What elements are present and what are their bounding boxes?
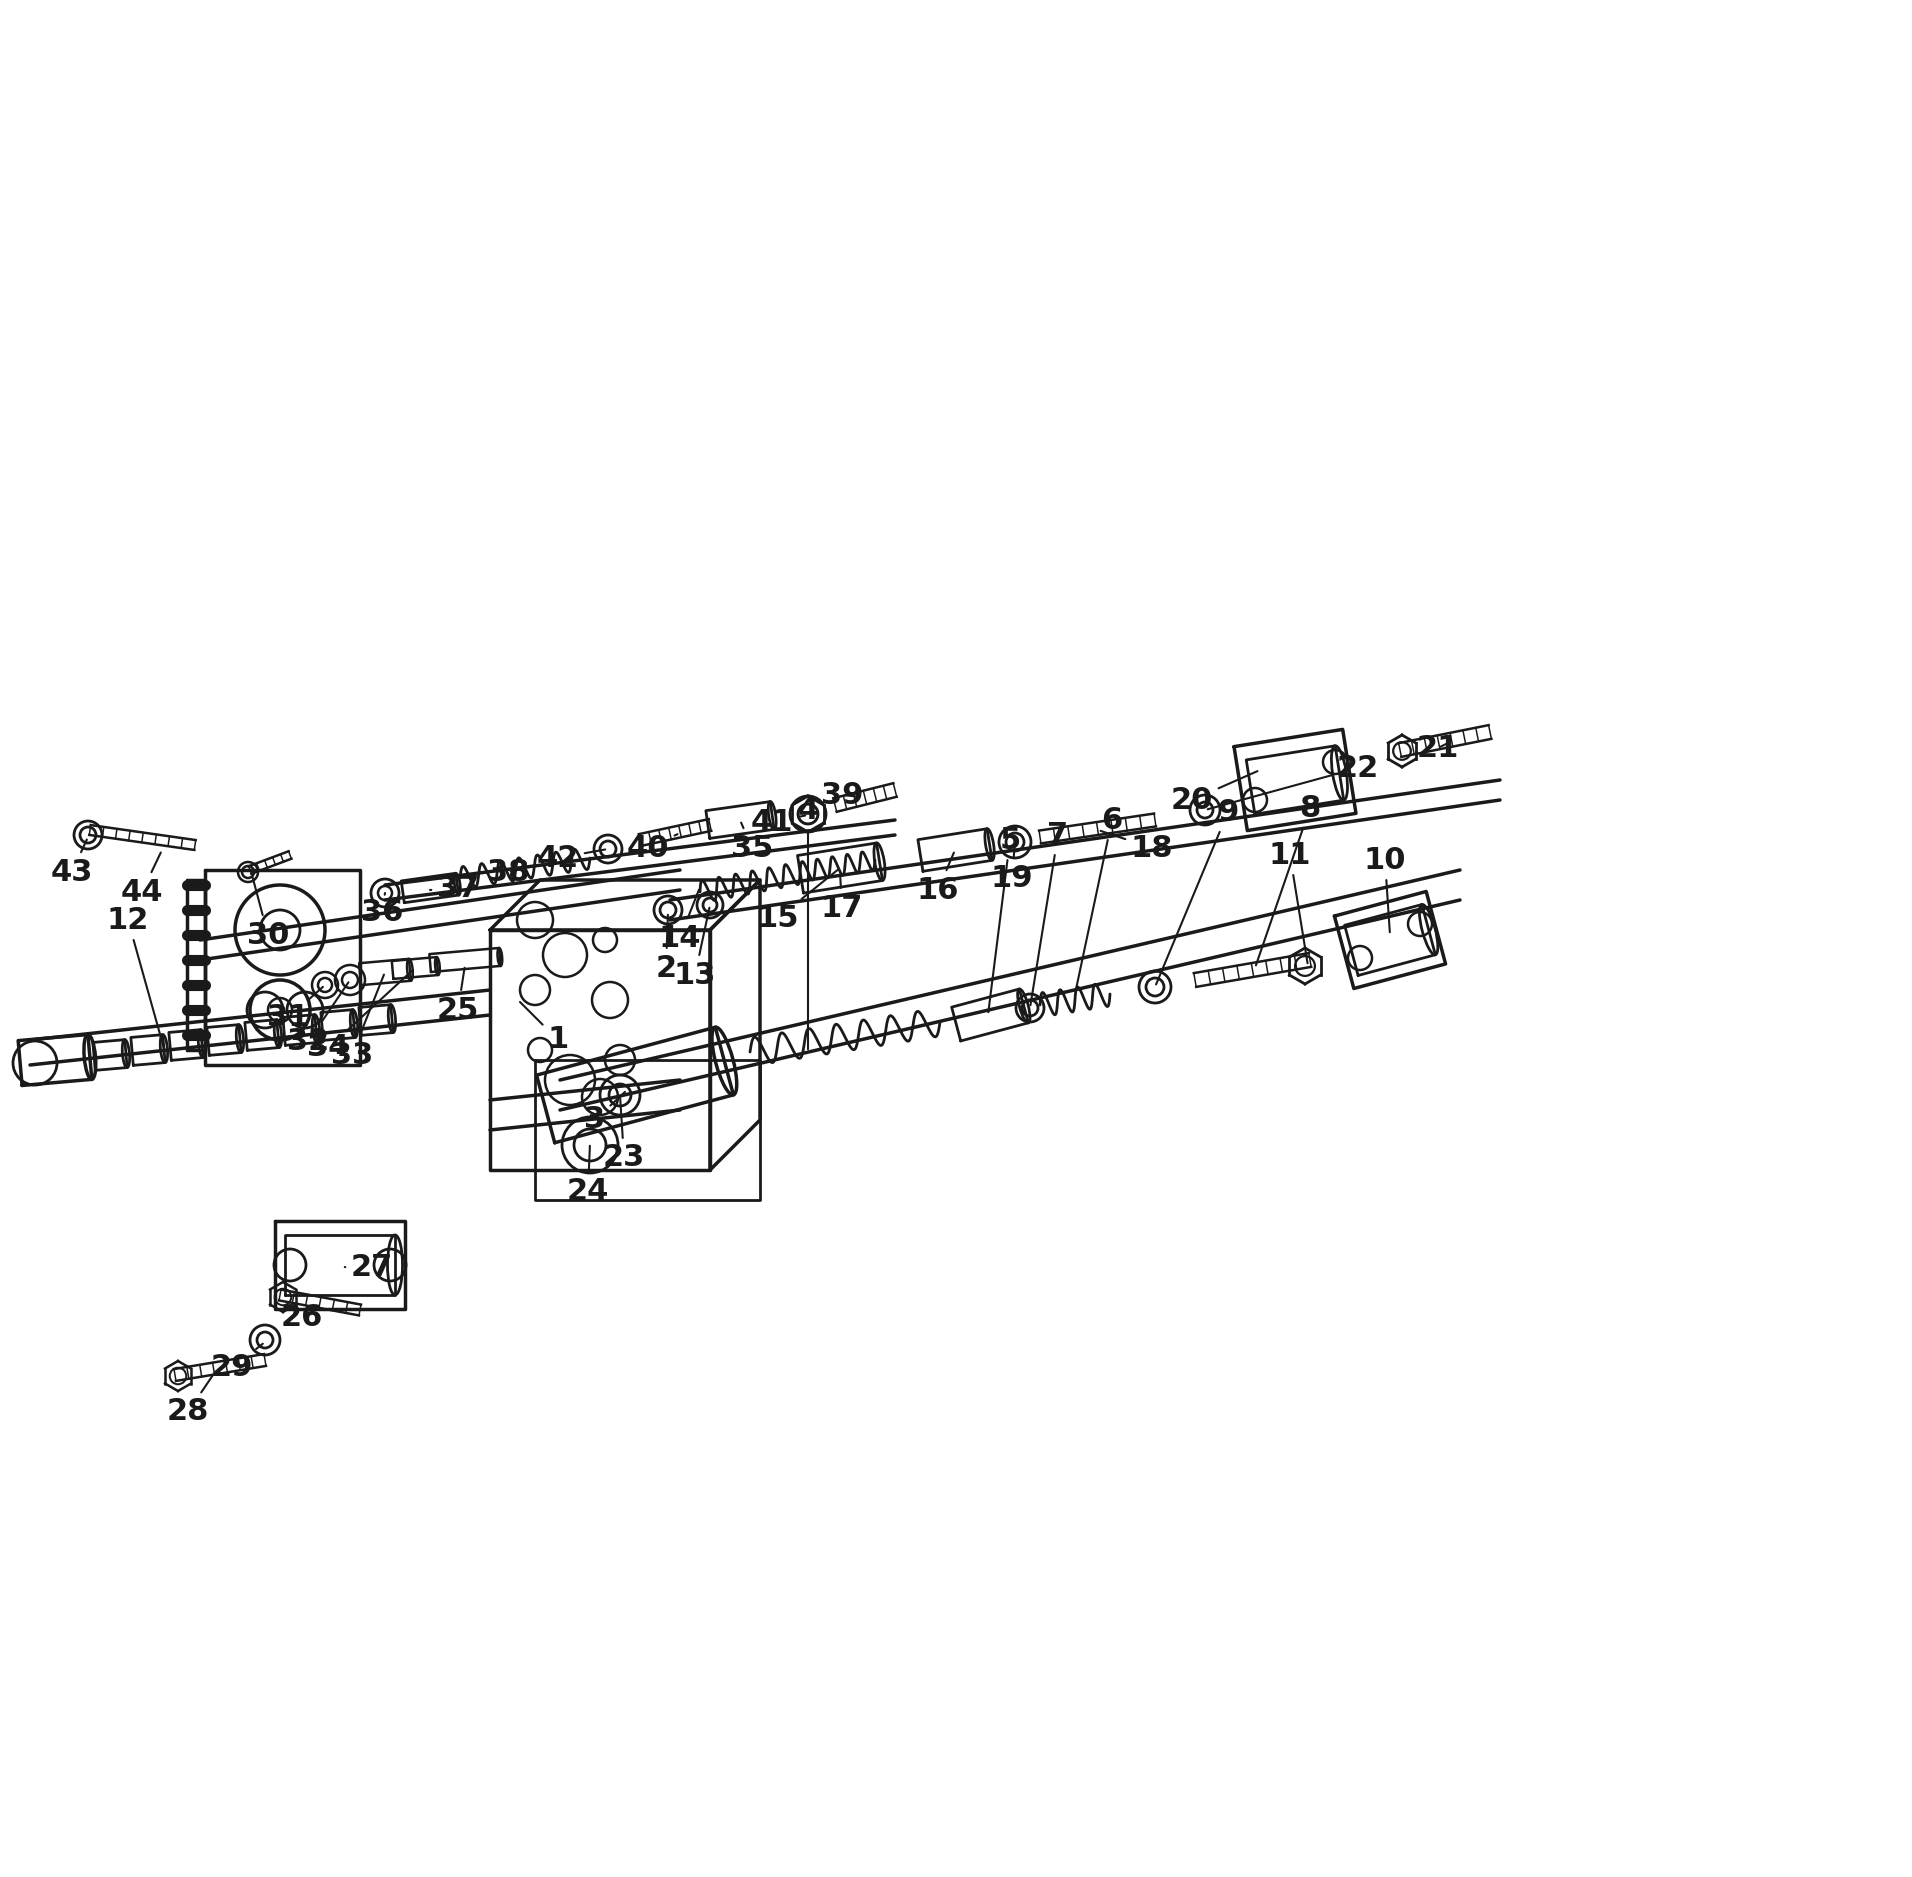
Text: 13: 13 (673, 908, 717, 989)
Text: 39: 39 (820, 781, 862, 809)
Text: 2: 2 (656, 914, 677, 982)
Text: 15: 15 (757, 869, 837, 933)
Text: 31: 31 (268, 987, 323, 1032)
Text: 1: 1 (520, 1002, 568, 1055)
Text: 24: 24 (566, 1145, 610, 1207)
Text: 6: 6 (1076, 805, 1122, 991)
Text: 23: 23 (602, 1098, 644, 1173)
Text: 16: 16 (916, 852, 960, 905)
Text: 19: 19 (990, 845, 1032, 892)
Text: 34: 34 (306, 970, 413, 1062)
Text: 14: 14 (660, 890, 702, 952)
Text: 18: 18 (1101, 832, 1174, 863)
Text: 27: 27 (344, 1254, 394, 1282)
Text: 29: 29 (210, 1344, 262, 1383)
Text: 21: 21 (1417, 734, 1459, 762)
Text: 20: 20 (1170, 771, 1258, 815)
Text: 44: 44 (120, 852, 163, 907)
Text: 32: 32 (287, 982, 348, 1057)
Text: 41: 41 (751, 807, 805, 837)
Text: 26: 26 (281, 1303, 323, 1333)
Text: 33: 33 (331, 974, 384, 1070)
Text: 42: 42 (537, 843, 606, 873)
Text: 9: 9 (1157, 798, 1239, 984)
Text: 11: 11 (1270, 841, 1312, 963)
Text: 3: 3 (585, 1092, 625, 1134)
Text: 7: 7 (1031, 820, 1069, 1006)
Text: 43: 43 (52, 839, 94, 886)
Text: 28: 28 (166, 1374, 214, 1427)
Text: 5: 5 (989, 826, 1021, 1012)
Text: 40: 40 (627, 833, 677, 863)
Text: 37: 37 (430, 873, 480, 903)
Text: 25: 25 (436, 969, 480, 1025)
Text: 4: 4 (797, 796, 818, 1049)
Text: 38: 38 (488, 858, 530, 886)
Text: 36: 36 (361, 893, 403, 927)
Text: 12: 12 (107, 905, 164, 1049)
Text: 17: 17 (820, 875, 862, 922)
Text: 30: 30 (247, 878, 289, 950)
Text: 35: 35 (730, 822, 772, 863)
Text: 22: 22 (1208, 753, 1379, 809)
Text: 10: 10 (1363, 845, 1405, 933)
Text: 8: 8 (1256, 794, 1321, 965)
